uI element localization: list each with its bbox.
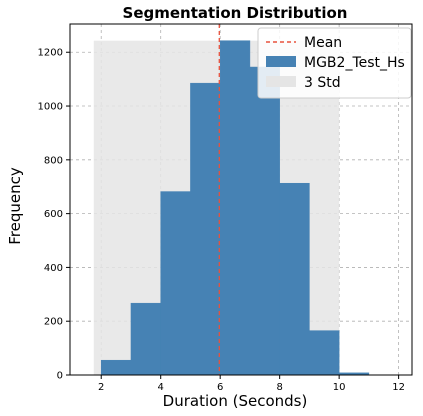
- legend-mean-label: Mean: [304, 35, 342, 51]
- x-tick-label: 8: [276, 382, 282, 393]
- histogram-bar: [279, 182, 310, 376]
- histogram-bar: [160, 191, 191, 376]
- x-tick-label: 10: [333, 382, 346, 393]
- y-axis-ticks: 0 200 400 600 800 1000 1200: [38, 48, 70, 382]
- y-tick-label: 0: [57, 371, 63, 382]
- histogram-bar: [249, 66, 280, 376]
- x-tick-label: 2: [98, 382, 104, 393]
- x-axis-ticks: 2 4 6 8 10 12: [98, 375, 405, 393]
- x-tick-label: 12: [392, 382, 405, 393]
- y-tick-label: 1000: [38, 102, 63, 113]
- y-tick-label: 800: [44, 155, 63, 166]
- histogram-bar: [309, 330, 340, 376]
- chart-title: Segmentation Distribution: [123, 4, 348, 22]
- x-axis-label: Duration (Seconds): [163, 392, 308, 410]
- histogram-bar: [219, 40, 251, 376]
- legend-histogram-label: MGB2_Test_Hs: [304, 55, 405, 71]
- legend-std-swatch: [266, 76, 296, 87]
- y-axis-label: Frequency: [6, 167, 24, 245]
- x-tick-label: 6: [217, 382, 223, 393]
- legend: Mean MGB2_Test_Hs 3 Std: [257, 27, 412, 99]
- histogram-bar: [190, 82, 221, 376]
- legend-box: [257, 27, 412, 99]
- plot-frame: [69, 23, 413, 376]
- histogram-bar: [130, 302, 161, 376]
- y-tick-label: 600: [44, 209, 63, 220]
- y-tick-label: 400: [44, 263, 63, 274]
- histogram-bars: [100, 40, 370, 376]
- y-tick-label: 1200: [38, 48, 63, 59]
- legend-histogram-swatch: [266, 56, 296, 67]
- y-tick-label: 200: [44, 317, 63, 328]
- x-tick-label: 4: [158, 382, 164, 393]
- histogram-bar: [100, 359, 132, 376]
- legend-std-label: 3 Std: [304, 75, 341, 91]
